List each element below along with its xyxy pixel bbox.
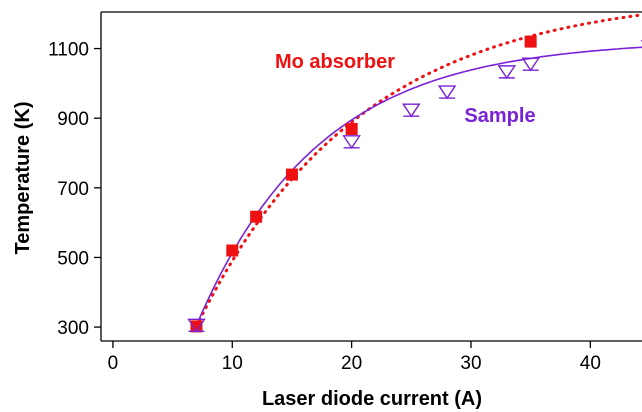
sample-point-triangle: [401, 103, 421, 118]
y-tick-label: 300: [57, 318, 89, 339]
x-tick-label: 10: [222, 353, 243, 374]
sample-point-triangle: [497, 65, 517, 80]
mo-absorber-point: [190, 320, 203, 333]
series-label-mo-absorber: Mo absorber: [275, 51, 395, 73]
mo-absorber-point: [524, 35, 537, 48]
x-tick-label: 20: [341, 353, 362, 374]
series-line-mo-absorber: [195, 13, 642, 328]
x-tick-label: 30: [460, 353, 481, 374]
mo-absorber-point: [250, 210, 263, 223]
series-label-sample: Sample: [464, 105, 535, 127]
sample-point-triangle: [187, 318, 206, 333]
sample-point: [187, 318, 206, 333]
y-tick-label: 1100: [48, 40, 89, 61]
series-lines: [195, 13, 642, 328]
x-tick-label: 40: [580, 353, 601, 374]
y-tick-label: 900: [57, 109, 89, 130]
sample-point-triangle: [521, 57, 540, 72]
series-line-sample: [195, 46, 642, 326]
mo-absorber-point: [345, 122, 358, 135]
plot-frame: [100, 11, 642, 342]
x-axis-title: Laser diode current (A): [262, 388, 482, 410]
sample-point: [401, 103, 421, 118]
mo-absorber-point: [285, 168, 298, 181]
series-markers: [187, 35, 642, 333]
sample-point-triangle: [342, 135, 361, 150]
sample-point: [342, 135, 361, 150]
y-ticks: 300 500 700 900 1100: [48, 40, 101, 339]
y-axis-title: Temperature (K): [12, 102, 34, 255]
sample-point-triangle: [437, 85, 457, 100]
y-tick-label: 700: [57, 179, 89, 200]
sample-point: [437, 85, 457, 100]
sample-point: [497, 65, 517, 80]
x-ticks: 0 10 20 30 40: [108, 341, 601, 374]
y-tick-label: 500: [57, 248, 89, 269]
x-tick-label: 0: [108, 353, 119, 374]
mo-absorber-point: [226, 244, 239, 257]
sample-point: [521, 57, 540, 72]
